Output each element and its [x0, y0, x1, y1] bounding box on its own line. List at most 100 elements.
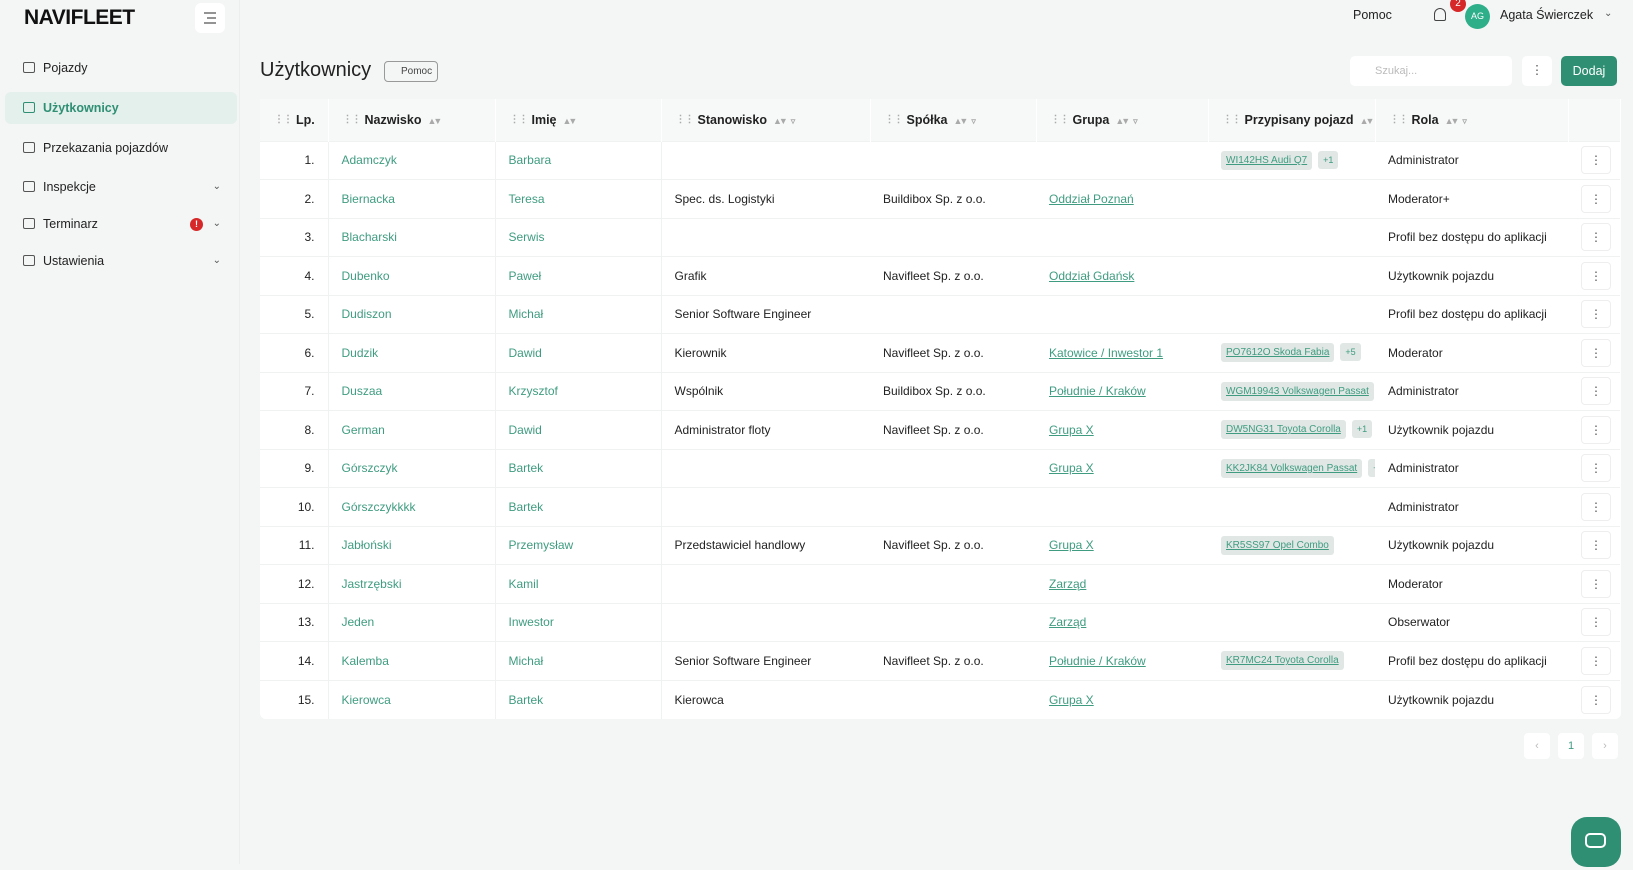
- group-link[interactable]: Zarząd: [1049, 615, 1087, 630]
- row-actions[interactable]: ⋮: [1581, 685, 1611, 714]
- row-actions[interactable]: ⋮: [1581, 261, 1611, 290]
- cell: Grupa X: [1036, 525, 1208, 565]
- row-actions[interactable]: ⋮: [1581, 492, 1611, 521]
- vehicle-tag[interactable]: DW5NG31 Toyota Corolla: [1221, 420, 1346, 440]
- name-link[interactable]: German: [341, 422, 385, 437]
- vehicle-extra[interactable]: +5: [1340, 343, 1361, 362]
- name-link[interactable]: Biernacka: [341, 191, 395, 206]
- name-link[interactable]: Blacharski: [341, 230, 397, 245]
- name-link[interactable]: Dawid: [508, 345, 542, 360]
- row-actions[interactable]: ⋮: [1581, 608, 1611, 637]
- column-header[interactable]: ⋮⋮ Spółka ▲▼ ▿: [870, 99, 1037, 141]
- row-actions[interactable]: ⋮: [1581, 454, 1611, 483]
- vehicle-tag[interactable]: KR5SS97 Opel Combo: [1221, 535, 1334, 555]
- avatar[interactable]: AG: [1465, 4, 1490, 29]
- row-actions[interactable]: ⋮: [1581, 184, 1611, 213]
- name-link[interactable]: Dawid: [508, 422, 542, 437]
- add-button[interactable]: Dodaj: [1561, 56, 1617, 86]
- name-link[interactable]: Bartek: [508, 499, 544, 514]
- row-actions[interactable]: ⋮: [1581, 377, 1611, 406]
- group-link[interactable]: Zarząd: [1049, 576, 1087, 591]
- column-header[interactable]: ⋮⋮ Stanowisko ▲▼ ▿: [661, 99, 871, 141]
- name-link[interactable]: Dubenko: [341, 268, 390, 283]
- row-actions[interactable]: ⋮: [1581, 531, 1611, 560]
- vehicle-tag[interactable]: KR7MC24 Toyota Corolla: [1221, 651, 1344, 671]
- name-link[interactable]: Bartek: [508, 461, 544, 476]
- name-link[interactable]: Barbara: [508, 153, 552, 168]
- vehicle-extra[interactable]: +1: [1318, 150, 1339, 169]
- nav-item[interactable]: Użytkownicy: [5, 92, 237, 124]
- vehicle-tag[interactable]: WGM19943 Volkswagen Passat: [1221, 381, 1374, 401]
- name-link[interactable]: Paweł: [508, 268, 542, 283]
- nav-item[interactable]: Terminarz! ⌄: [5, 208, 237, 240]
- nav-item[interactable]: Pojazdy: [5, 52, 237, 84]
- name-link[interactable]: Dudiszon: [341, 307, 392, 322]
- name-link[interactable]: Jabłoński: [341, 538, 392, 553]
- name-link[interactable]: Górszczyk: [341, 461, 398, 476]
- row-actions[interactable]: ⋮: [1581, 146, 1611, 175]
- next-page[interactable]: ›: [1592, 733, 1618, 759]
- group-link[interactable]: Grupa X: [1049, 422, 1094, 437]
- name-link[interactable]: Michał: [508, 307, 544, 322]
- cell: 14.: [260, 641, 328, 680]
- user-name[interactable]: Agata Świerczek: [1500, 8, 1594, 22]
- name-link[interactable]: Adamczyk: [341, 153, 397, 168]
- group-link[interactable]: Oddział Poznań: [1049, 191, 1134, 206]
- column-header[interactable]: ⋮⋮ Nazwisko ▲▼: [328, 99, 496, 141]
- name-link[interactable]: Inwestor: [508, 615, 554, 630]
- more-button[interactable]: ⋮: [1522, 56, 1552, 86]
- column-header[interactable]: ⋮⋮ Lp.: [260, 99, 329, 141]
- name-link[interactable]: Krzysztof: [508, 384, 558, 399]
- nav-item[interactable]: Ustawienia ⌄: [5, 245, 237, 277]
- name-link[interactable]: Michał: [508, 653, 544, 668]
- menu-toggle[interactable]: [195, 3, 225, 33]
- help-link[interactable]: Pomoc: [1353, 8, 1392, 22]
- column-header[interactable]: ⋮⋮ Rola ▲▼ ▿: [1375, 99, 1569, 141]
- name-link[interactable]: Kamil: [508, 576, 539, 591]
- group-link[interactable]: Południe / Kraków: [1049, 384, 1146, 399]
- name-link[interactable]: Duszaa: [341, 384, 383, 399]
- name-link[interactable]: Serwis: [508, 230, 545, 245]
- row-actions[interactable]: ⋮: [1581, 646, 1611, 675]
- prev-page[interactable]: ‹: [1524, 733, 1550, 759]
- row-actions[interactable]: ⋮: [1581, 338, 1611, 367]
- name-link[interactable]: Górszczykkkk: [341, 499, 416, 514]
- vehicle-extra[interactable]: +: [1368, 458, 1375, 477]
- search-input[interactable]: Szukaj...: [1350, 56, 1512, 86]
- user-chevron[interactable]: ⌄: [1604, 8, 1613, 19]
- nav-item[interactable]: Inspekcje ⌄: [5, 171, 237, 203]
- name-link[interactable]: Kierowca: [341, 692, 391, 707]
- column-header[interactable]: ⋮⋮ Imię ▲▼: [495, 99, 662, 141]
- help-badge[interactable]: Pomoc: [384, 61, 439, 82]
- group-link[interactable]: Katowice / Inwestor 1: [1049, 345, 1164, 360]
- group-link[interactable]: Grupa X: [1049, 461, 1094, 476]
- vehicle-tag[interactable]: WI142HS Audi Q7: [1221, 150, 1313, 170]
- column-header[interactable]: ⋮⋮ Grupa ▲▼ ▿: [1036, 99, 1209, 141]
- group-link[interactable]: Grupa X: [1049, 692, 1094, 707]
- cell-text: Navifleet Sp. z o.o.: [883, 268, 984, 283]
- chat-button[interactable]: [1571, 817, 1621, 867]
- vehicle-tag[interactable]: PO7612O Skoda Fabia: [1221, 343, 1335, 363]
- nav-item[interactable]: Przekazania pojazdów: [5, 132, 237, 164]
- notification-bell[interactable]: [1434, 8, 1446, 21]
- group-link[interactable]: Grupa X: [1049, 538, 1094, 553]
- name-link[interactable]: Kalemba: [341, 653, 389, 668]
- group-link[interactable]: Oddział Gdańsk: [1049, 268, 1135, 283]
- name-link[interactable]: Bartek: [508, 692, 544, 707]
- vehicle-tag[interactable]: KK2JK84 Volkswagen Passat: [1221, 458, 1363, 478]
- name-link[interactable]: Dudzik: [341, 345, 379, 360]
- name-link[interactable]: Jeden: [341, 615, 375, 630]
- name-link[interactable]: Przemysław: [508, 538, 574, 553]
- vehicle-extra[interactable]: +1: [1351, 420, 1373, 439]
- column-header[interactable]: ⋮⋮ Przypisany pojazd ▲▼: [1208, 99, 1376, 141]
- row-actions[interactable]: ⋮: [1581, 223, 1611, 252]
- row-actions[interactable]: ⋮: [1581, 569, 1611, 598]
- name-link[interactable]: Teresa: [508, 191, 545, 206]
- group-link[interactable]: Południe / Kraków: [1049, 653, 1146, 668]
- row-actions[interactable]: ⋮: [1581, 300, 1611, 329]
- page-number[interactable]: 1: [1558, 733, 1584, 759]
- cell: Obserwator: [1375, 602, 1568, 642]
- row-actions[interactable]: ⋮: [1581, 415, 1611, 444]
- name-link[interactable]: Jastrzębski: [341, 576, 402, 591]
